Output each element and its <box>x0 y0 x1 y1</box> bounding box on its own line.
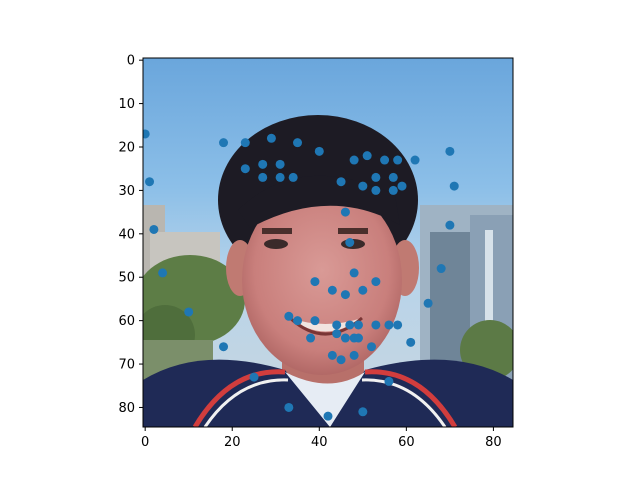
landmark-point <box>336 177 346 187</box>
landmark-point <box>143 129 150 139</box>
landmark-point <box>345 320 355 330</box>
landmark-point <box>384 376 394 386</box>
landmark-point <box>332 329 342 339</box>
x-axis: 0 20 40 60 80 <box>141 427 502 450</box>
landmark-point <box>284 402 294 412</box>
y-tick-label: 20 <box>118 140 135 155</box>
y-tick-label: 80 <box>118 401 135 416</box>
landmark-point <box>353 320 363 330</box>
landmark-point <box>340 290 350 300</box>
landmark-point <box>349 350 359 360</box>
landmark-point <box>388 172 398 182</box>
landmark-point <box>340 333 350 343</box>
x-tick-label: 80 <box>485 435 502 450</box>
landmark-point <box>384 320 394 330</box>
landmark-point <box>327 285 337 295</box>
landmark-point <box>362 151 372 161</box>
landmark-point <box>358 285 368 295</box>
landmark-point <box>332 320 342 330</box>
landmark-point <box>349 268 359 278</box>
landmark-point <box>266 133 276 143</box>
landmark-point <box>397 181 407 191</box>
landmark-point <box>310 316 320 326</box>
landmark-point <box>371 185 381 195</box>
landmark-point <box>149 224 159 234</box>
landmark-point <box>219 138 229 148</box>
y-tick-label: 60 <box>118 314 135 329</box>
y-tick-label: 40 <box>118 227 135 242</box>
landmark-point <box>367 342 377 352</box>
landmark-point <box>275 172 285 182</box>
y-tick-label: 0 <box>127 54 135 69</box>
landmark-point <box>240 138 250 148</box>
landmark-point <box>406 337 416 347</box>
landmark-point <box>240 164 250 174</box>
landmark-point <box>371 172 381 182</box>
landmark-point <box>323 411 333 421</box>
y-tick-label: 70 <box>118 358 135 373</box>
photo-background <box>143 58 513 427</box>
landmark-point <box>249 372 259 382</box>
landmark-point <box>371 320 381 330</box>
landmark-point <box>336 355 346 365</box>
landmark-point <box>388 185 398 195</box>
landmark-point <box>358 407 368 417</box>
landmark-point <box>410 155 420 165</box>
x-tick-label: 60 <box>398 435 415 450</box>
landmark-points <box>143 129 459 421</box>
y-tick-label: 50 <box>118 271 135 286</box>
landmark-point <box>327 350 337 360</box>
landmark-point <box>306 333 316 343</box>
landmark-point <box>145 177 155 187</box>
landmark-point <box>371 277 381 287</box>
landmark-point <box>436 264 446 274</box>
x-tick-label: 20 <box>224 435 241 450</box>
landmark-point <box>445 146 455 156</box>
axes-frame <box>142 57 514 428</box>
landmark-point <box>293 316 303 326</box>
landmark-point <box>340 207 350 217</box>
landmark-point <box>293 138 303 148</box>
landmark-point <box>284 311 294 321</box>
landmark-point <box>445 220 455 230</box>
landmark-point <box>380 155 390 165</box>
landmark-point <box>353 333 363 343</box>
landmark-point <box>288 172 298 182</box>
y-tick-label: 30 <box>118 184 135 199</box>
landmark-point <box>275 159 285 169</box>
y-tick-label: 10 <box>118 97 135 112</box>
landmark-point <box>349 155 359 165</box>
landmark-point <box>423 298 433 308</box>
landmark-point <box>393 320 403 330</box>
landmark-point <box>258 159 268 169</box>
landmark-point <box>449 181 459 191</box>
x-tick-label: 0 <box>141 435 149 450</box>
x-tick-label: 40 <box>311 435 328 450</box>
landmark-point <box>219 342 229 352</box>
landmark-point <box>310 277 320 287</box>
y-axis: 0 10 20 30 40 50 60 70 80 <box>118 54 143 416</box>
landmark-point <box>345 238 355 247</box>
landmark-point <box>314 146 324 156</box>
landmark-point <box>184 307 194 317</box>
landmark-point <box>393 155 403 165</box>
landmark-point <box>258 172 268 182</box>
landmark-point <box>358 181 368 191</box>
landmark-point <box>158 268 168 278</box>
